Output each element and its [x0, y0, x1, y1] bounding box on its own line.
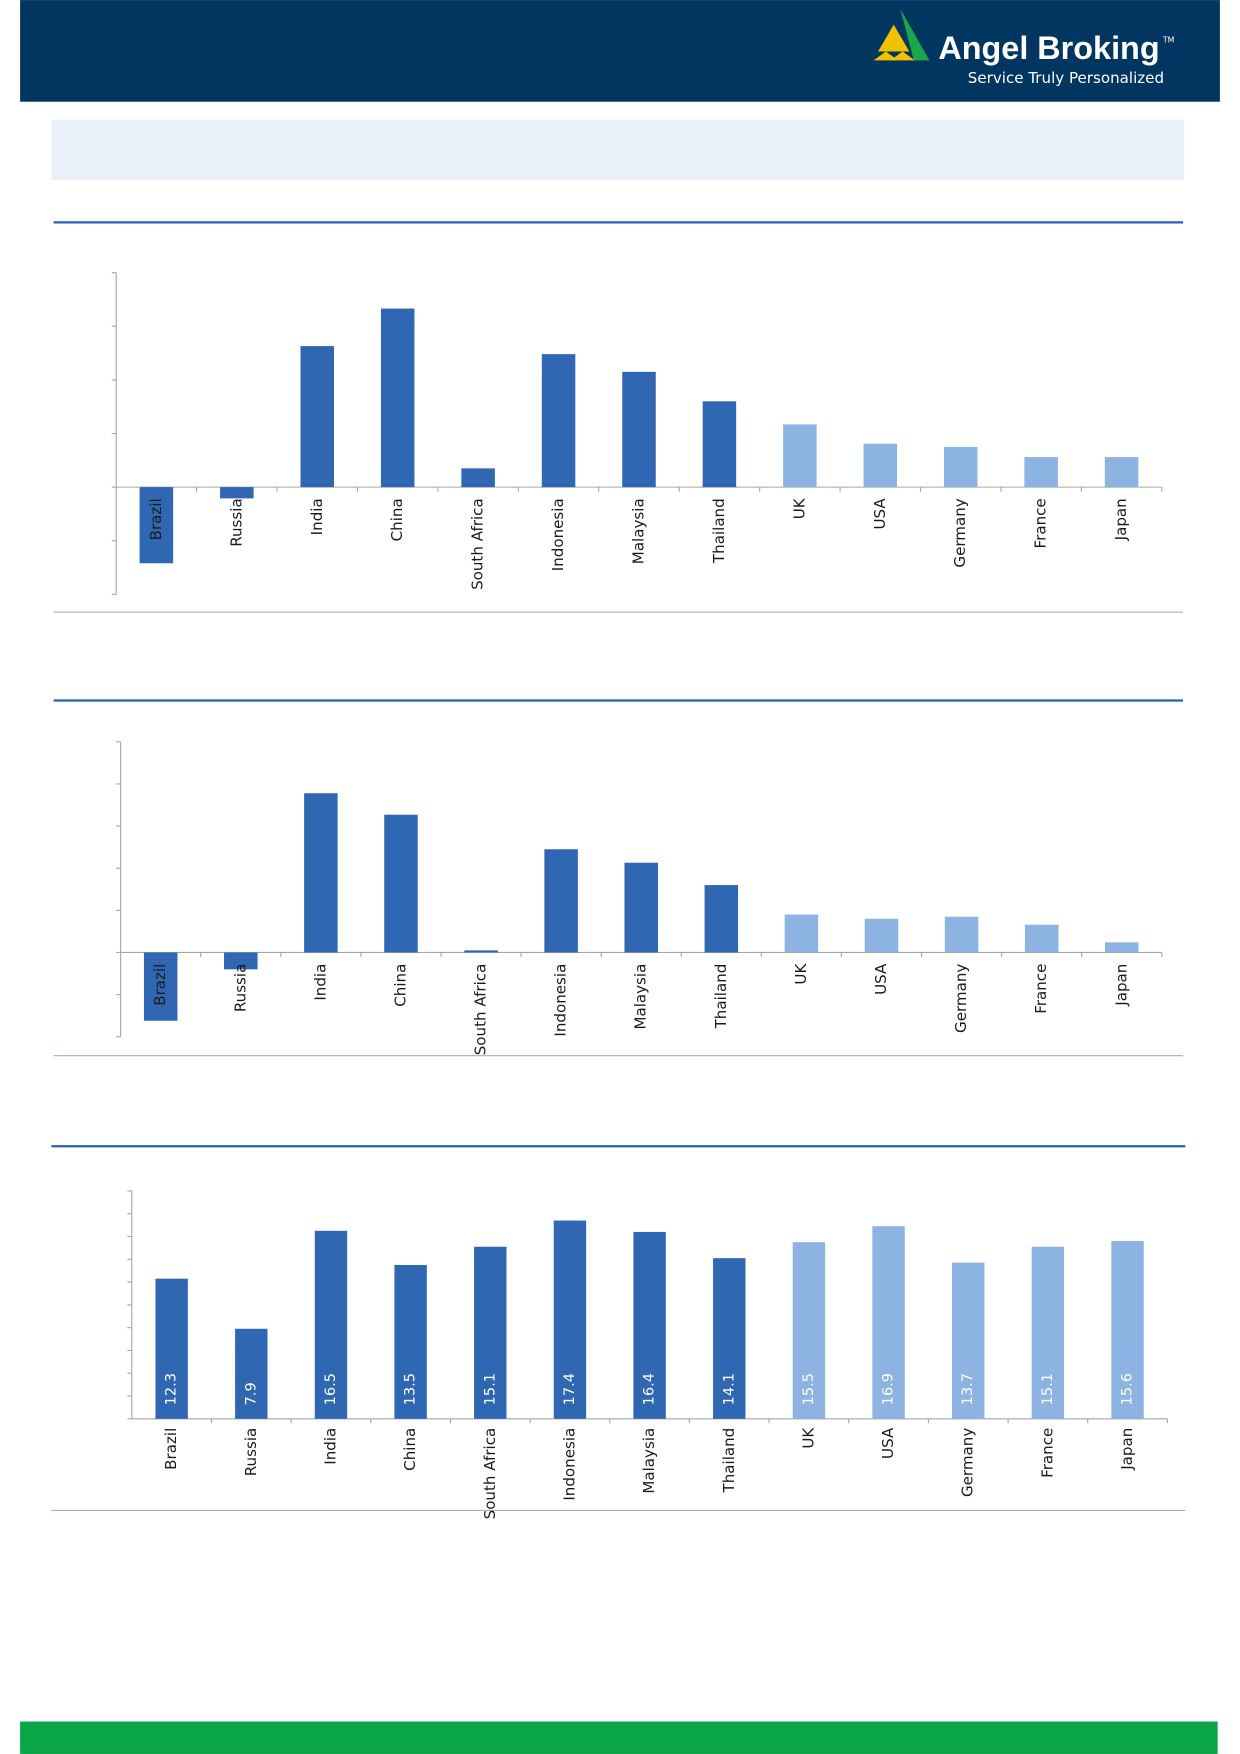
bar	[702, 401, 737, 488]
bar	[864, 918, 899, 953]
brand: Angel Broking	[938, 30, 1159, 66]
bar	[944, 916, 979, 953]
x-tick-label: Russia	[242, 1428, 260, 1476]
bar	[461, 468, 495, 488]
x-tick-label: Russia	[227, 498, 245, 547]
x-tick-label: Thailand	[710, 498, 728, 564]
bar	[1105, 942, 1139, 953]
value-label: 7.9	[243, 1382, 259, 1405]
bar	[633, 1231, 666, 1419]
bar	[863, 443, 898, 488]
bar	[394, 1264, 427, 1419]
bar	[220, 487, 254, 499]
tagline: Service Truly Personalized	[968, 69, 1164, 87]
x-tick-label: France	[1032, 964, 1050, 1014]
header-band	[20, 0, 1220, 102]
x-tick-label: India	[308, 498, 326, 535]
value-label: 16.5	[323, 1373, 339, 1405]
bar	[143, 952, 178, 1021]
value-label: 15.6	[1120, 1373, 1136, 1405]
x-tick-label: China	[388, 498, 406, 541]
bar	[1024, 457, 1058, 488]
bar	[952, 1262, 985, 1419]
bar	[713, 1258, 746, 1419]
x-tick-label: India	[321, 1428, 339, 1465]
bar	[704, 885, 739, 953]
x-tick-label: Japan	[1118, 1428, 1136, 1471]
x-tick-label: USA	[872, 963, 890, 995]
x-tick-label: Japan	[1112, 498, 1130, 541]
x-tick-label: India	[311, 964, 329, 1001]
value-label: 15.5	[801, 1373, 817, 1405]
footer-band	[20, 1721, 1218, 1754]
x-tick-label: Thailand	[712, 964, 730, 1030]
bar	[464, 950, 498, 953]
value-label: 16.9	[881, 1373, 897, 1405]
x-tick-label: UK	[790, 497, 808, 519]
bar	[624, 862, 658, 953]
bar	[1024, 924, 1059, 953]
x-tick-label: South Africa	[472, 964, 490, 1056]
x-tick-label: UK	[792, 963, 810, 985]
value-label: 14.1	[721, 1373, 737, 1405]
bar	[783, 424, 817, 488]
value-label: 15.1	[482, 1373, 498, 1405]
value-label: 16.4	[642, 1373, 658, 1405]
bar	[474, 1246, 507, 1419]
bar	[224, 952, 258, 970]
x-tick-label: South Africa	[469, 498, 487, 590]
x-tick-label: Japan	[1112, 964, 1130, 1007]
bar	[300, 346, 335, 488]
value-label: 17.4	[562, 1373, 578, 1405]
x-tick-label: Malaysia	[632, 964, 650, 1030]
bar	[235, 1328, 268, 1419]
x-tick-label: UK	[799, 1427, 817, 1449]
x-tick-label: France	[1038, 1428, 1056, 1478]
value-label: 13.7	[960, 1373, 976, 1405]
x-tick-label: Brazil	[151, 964, 169, 1006]
bar	[541, 354, 576, 488]
bar	[1111, 1241, 1144, 1419]
bar	[139, 487, 174, 564]
x-tick-label: Indonesia	[549, 498, 567, 571]
x-tick-label: Brazil	[162, 1428, 180, 1470]
bar	[384, 814, 418, 953]
bar	[872, 1226, 905, 1419]
bar	[1031, 1246, 1065, 1419]
bar	[544, 849, 578, 953]
x-tick-label: South Africa	[481, 1428, 499, 1520]
bar	[792, 1242, 826, 1419]
bar	[622, 371, 656, 488]
x-tick-label: Indonesia	[552, 964, 570, 1037]
x-tick-label: USA	[879, 1427, 897, 1459]
x-tick-label: USA	[871, 498, 889, 530]
title-box	[51, 119, 1185, 180]
value-label: 15.1	[1040, 1373, 1056, 1405]
bar	[943, 446, 978, 488]
x-tick-label: Germany	[959, 1428, 977, 1497]
x-tick-label: Indonesia	[560, 1428, 578, 1501]
x-tick-label: Malaysia	[629, 498, 647, 564]
x-tick-label: Germany	[951, 498, 969, 567]
x-tick-label: Thailand	[720, 1428, 738, 1494]
bar	[304, 793, 338, 953]
x-tick-label: China	[401, 1428, 419, 1471]
x-tick-label: China	[391, 964, 409, 1007]
bar	[553, 1220, 587, 1419]
x-tick-label: Russia	[231, 964, 249, 1013]
trademark: TM	[1162, 35, 1175, 44]
bar	[314, 1230, 348, 1419]
x-tick-label: France	[1032, 498, 1050, 548]
bar	[1104, 457, 1139, 488]
value-label: 12.3	[164, 1373, 180, 1405]
x-tick-label: Germany	[952, 964, 970, 1033]
x-tick-label: Malaysia	[640, 1428, 658, 1494]
bar	[380, 308, 415, 488]
value-label: 13.5	[403, 1373, 419, 1405]
bar	[784, 914, 819, 953]
bar	[155, 1278, 188, 1419]
x-tick-label: Brazil	[147, 498, 165, 540]
